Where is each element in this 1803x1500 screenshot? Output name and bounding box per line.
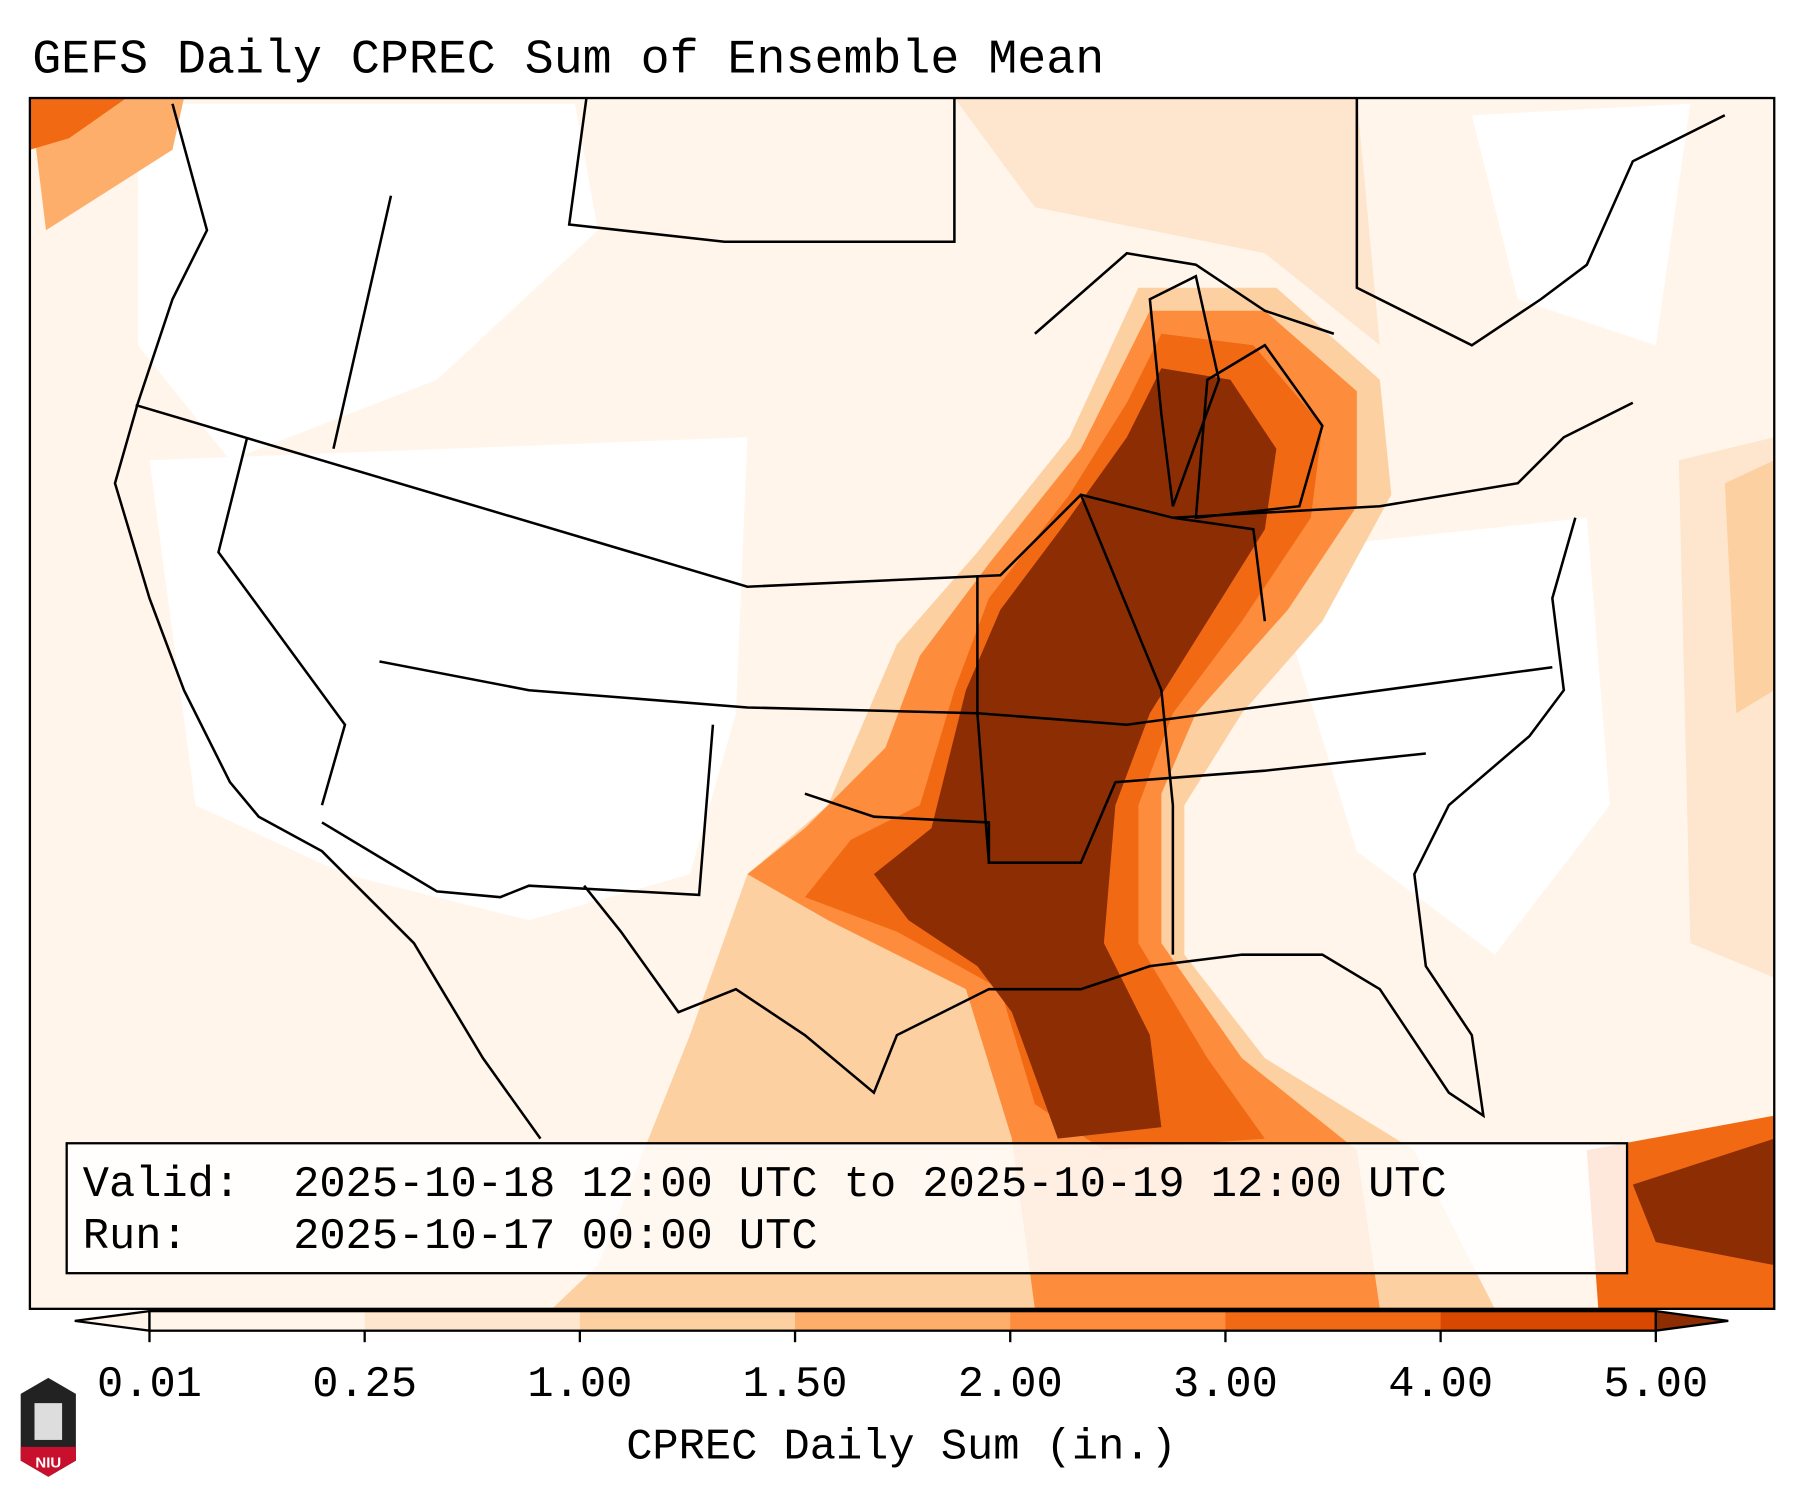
- caribbean-precip-core: [1632, 1138, 1775, 1266]
- run-value: 2025-10-17 00:00 UTC: [293, 1213, 817, 1262]
- colorbar-extend-high: [1654, 1309, 1729, 1333]
- colorbar-tick-label: 5.00: [1603, 1361, 1708, 1410]
- boundaries: [113, 98, 1726, 1140]
- colorbar-tick-label: 4.00: [1388, 1361, 1493, 1410]
- atlantic-precip-core: [1724, 460, 1775, 714]
- colorbar-tick-label: 1.00: [527, 1361, 632, 1410]
- valid-label: Valid:: [83, 1161, 240, 1210]
- nw-precip-core: [29, 98, 127, 150]
- state-lines-east: [976, 98, 1726, 955]
- great-lakes-shore: [1034, 251, 1335, 335]
- north-precip: [954, 98, 1380, 346]
- colorbar-tick-label: 0.25: [312, 1361, 417, 1410]
- colorbar-bin: [149, 1311, 366, 1331]
- dry-area-northeast: [1471, 103, 1691, 346]
- dry-area-west: [137, 103, 598, 461]
- dry-area-southwest: [149, 437, 748, 921]
- state-lines-middle: [217, 195, 1553, 806]
- valid-value: 2025-10-18 12:00 UTC to 2025-10-19 12:00…: [293, 1161, 1447, 1210]
- colorbar-bin: [1225, 1311, 1442, 1331]
- map-frame: [28, 96, 1776, 1310]
- logo-text: NIU: [35, 1455, 61, 1472]
- precip-field: [29, 98, 1775, 1309]
- info-box: Valid: 2025-10-18 12:00 UTC to 2025-10-1…: [65, 1142, 1629, 1275]
- niu-logo: NIU: [20, 1377, 76, 1477]
- colorbar-tick-label: 1.50: [743, 1361, 848, 1410]
- colorbar-label: CPREC Daily Sum (in.): [626, 1423, 1177, 1472]
- colorbar-extend-low: [74, 1309, 151, 1332]
- colorbar-tick-label: 2.00: [958, 1361, 1063, 1410]
- colorbar-tick-label: 3.00: [1173, 1361, 1278, 1410]
- colorbar-bin: [579, 1311, 796, 1331]
- colorbar-bin: [1010, 1311, 1227, 1331]
- colorbar-bin: [1440, 1311, 1657, 1331]
- colorbar-bin: [795, 1311, 1011, 1331]
- run-label: Run:: [83, 1213, 188, 1262]
- map-title: GEFS Daily CPREC Sum of Ensemble Mean: [32, 33, 1104, 88]
- state-lines-south: [321, 724, 1426, 899]
- colorbar-tick-label: 0.01: [97, 1361, 202, 1410]
- colorbar-bin: [364, 1311, 581, 1331]
- gulf-east-coastline: [583, 517, 1577, 1119]
- dry-area-east: [1264, 517, 1610, 955]
- west-coastline: [113, 103, 542, 1140]
- colorbar: 0.01 0.25 1.00 1.50 2.00 3.00 4.00 5.00: [74, 1309, 1729, 1410]
- state-lines-north: [567, 98, 956, 244]
- colorbar-outline: [148, 1309, 1657, 1332]
- michigan-outline: [1148, 274, 1324, 520]
- precip-band-core: [873, 368, 1277, 1139]
